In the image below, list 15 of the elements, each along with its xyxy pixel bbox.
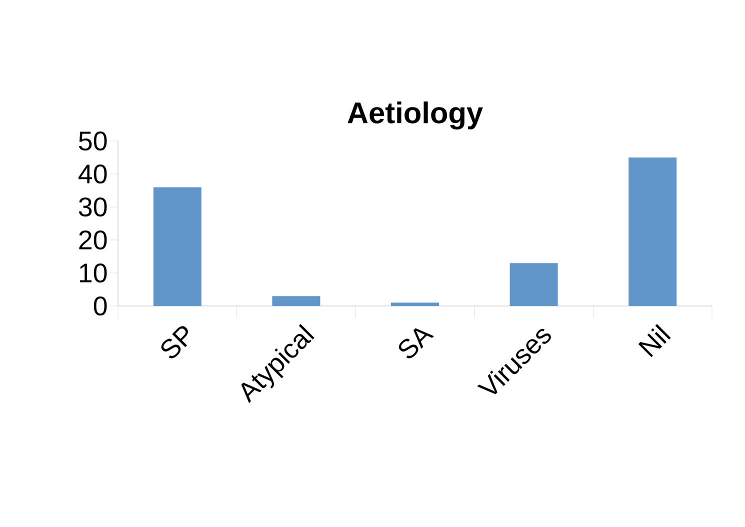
y-tick-label: 20 — [79, 230, 107, 250]
x-tick-label: SP — [161, 326, 188, 358]
bar — [272, 296, 320, 306]
y-tick-label: 50 — [78, 131, 107, 151]
chart-title: Aetiology — [348, 102, 483, 130]
y-tick-label: 10 — [80, 263, 107, 283]
y-tick-label: 40 — [78, 164, 107, 184]
x-tick-label: SA — [398, 328, 434, 358]
y-tick-label: 0 — [94, 296, 107, 316]
bar — [391, 302, 440, 306]
bar — [628, 157, 677, 306]
y-tick-label: 30 — [78, 197, 107, 217]
bar — [153, 187, 202, 306]
x-tick-label: Nil — [638, 324, 671, 358]
bar — [510, 263, 558, 306]
